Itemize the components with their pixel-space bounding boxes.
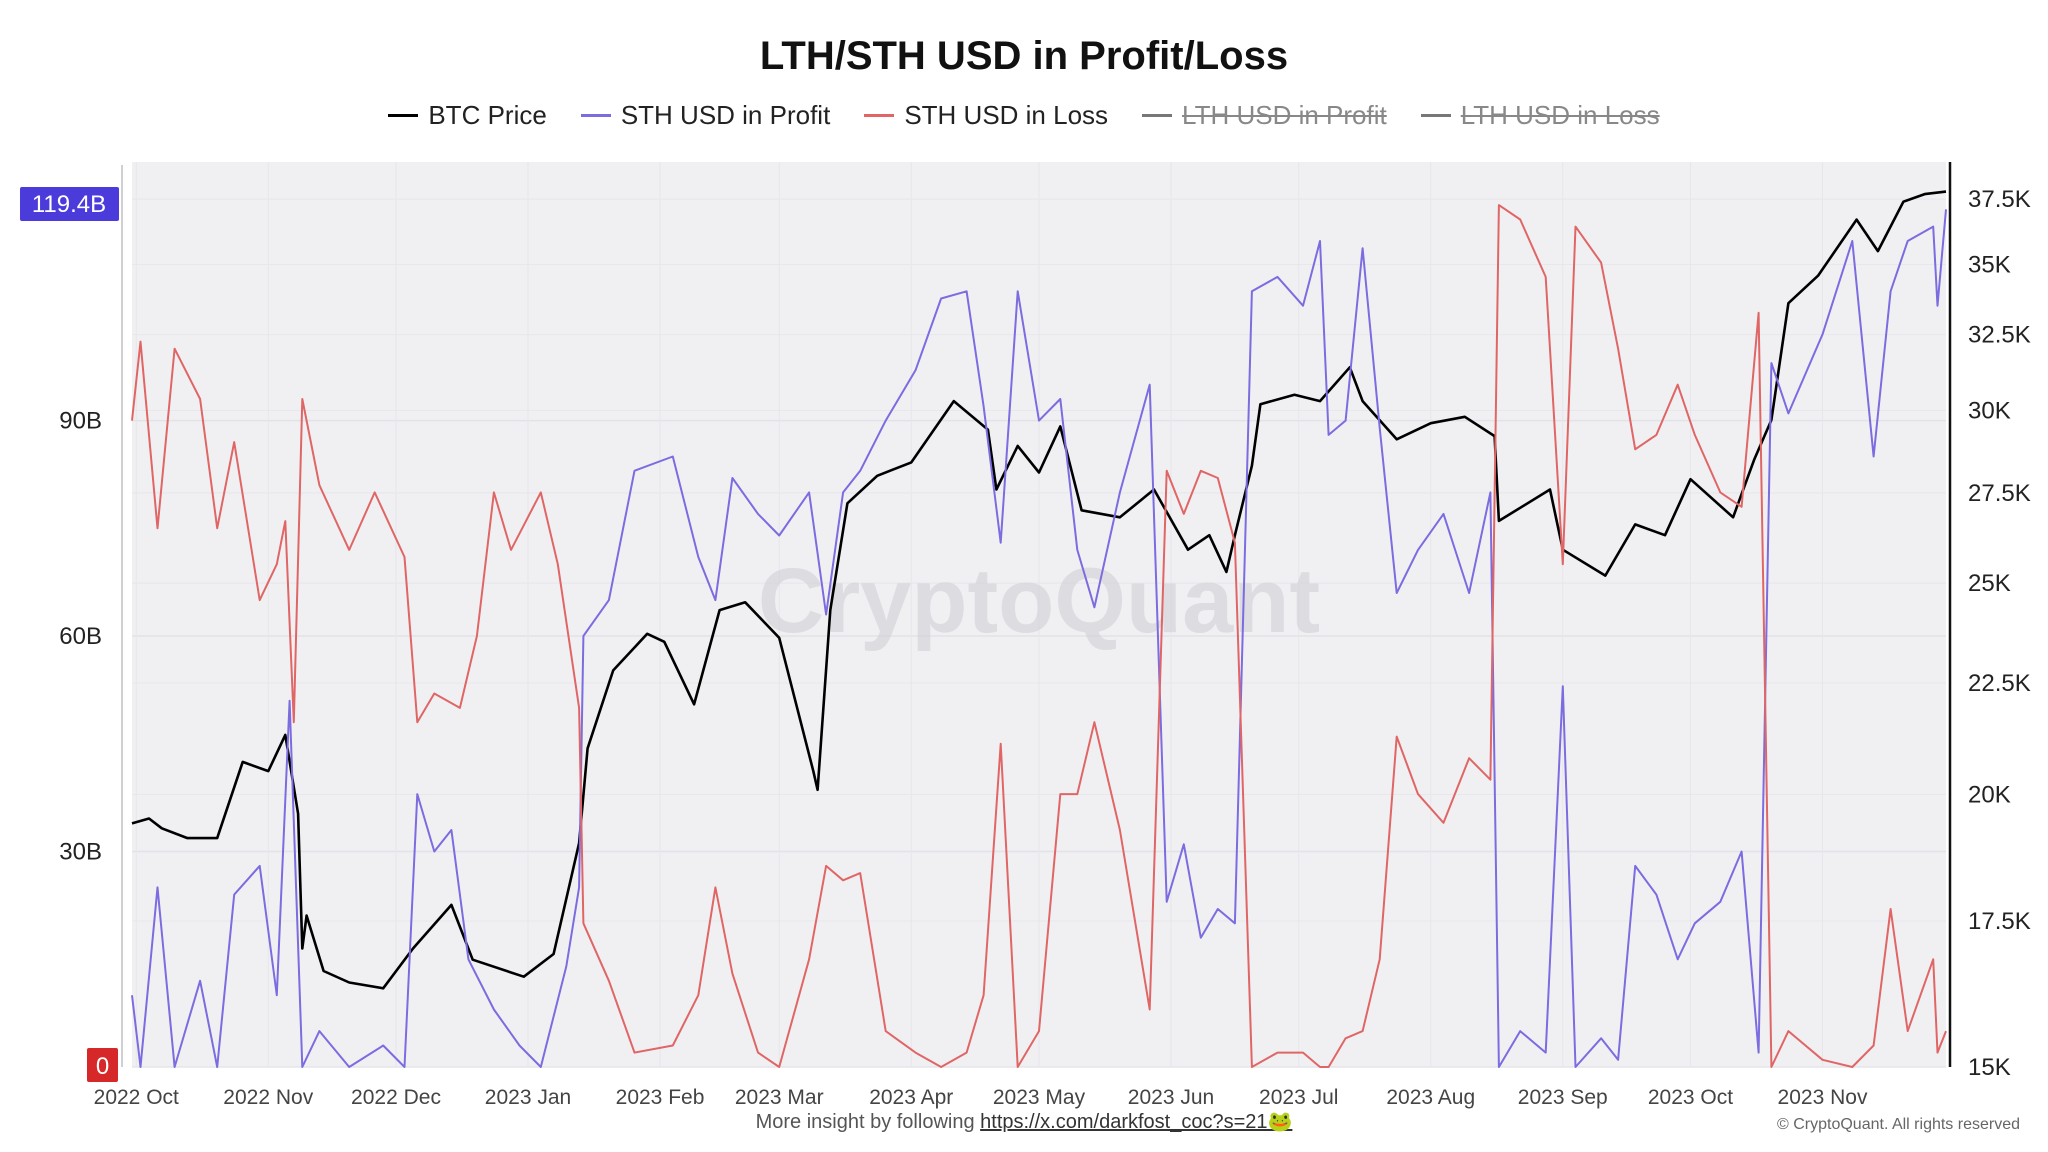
top-value-badge-label: 119.4B — [32, 191, 106, 218]
legend-label: LTH USD in Profit — [1182, 100, 1387, 130]
x-tick-label: 2023 Feb — [616, 1086, 705, 1109]
x-tick-label: 2023 Jan — [485, 1086, 571, 1109]
y-left-tick-label: 90B — [59, 408, 102, 435]
x-tick-label: 2023 May — [993, 1086, 1086, 1109]
y-right-tick-label: 30K — [1968, 397, 2011, 424]
x-tick-label: 2022 Dec — [351, 1086, 441, 1109]
x-tick-label: 2023 Jul — [1259, 1086, 1338, 1109]
legend-swatch — [580, 114, 611, 117]
x-tick-label: 2022 Oct — [94, 1086, 179, 1109]
x-tick-label: 2023 Apr — [869, 1086, 953, 1109]
x-tick-label: 2023 Jun — [1128, 1086, 1214, 1109]
legend-swatch — [1420, 114, 1451, 117]
legend-item[interactable]: LTH USD in Loss — [1420, 100, 1660, 131]
bottom-value-badge-label: 0 — [96, 1053, 109, 1080]
legend-label: LTH USD in Loss — [1460, 100, 1660, 130]
legend-label: STH USD in Profit — [620, 100, 831, 130]
chart-title: LTH/STH USD in Profit/Loss — [759, 34, 1289, 78]
footer-link[interactable]: https://x.com/darkfost_coc?s=21🐸 — [980, 1111, 1293, 1133]
y-right-tick-label: 37.5K — [1968, 186, 2031, 213]
y-right-tick-label: 17.5K — [1968, 908, 2031, 935]
y-right-tick-label: 15K — [1968, 1054, 2011, 1081]
bottom-value-badge — [87, 1048, 118, 1082]
legend-item[interactable]: STH USD in Loss — [864, 100, 1108, 131]
x-tick-label: 2023 Mar — [735, 1086, 824, 1109]
legend-item[interactable]: LTH USD in Profit — [1142, 100, 1387, 131]
y-left-tick-label: 60B — [59, 623, 102, 650]
y-right-tick-label: 20K — [1968, 782, 2011, 809]
legend: BTC Price STH USD in Profit STH USD in Los… — [0, 100, 2048, 131]
x-tick-label: 2023 Sep — [1518, 1086, 1608, 1109]
footer: More insight by following https://x.com/… — [0, 1109, 2048, 1134]
legend-label: STH USD in Loss — [904, 100, 1109, 130]
x-tick-label: 2023 Aug — [1386, 1086, 1475, 1109]
series-line — [131, 204, 1947, 1068]
legend-label: BTC Price — [428, 100, 547, 130]
x-tick-label: 2023 Oct — [1648, 1086, 1733, 1109]
y-right-tick-label: 27.5K — [1968, 480, 2031, 507]
y-right-tick-label: 25K — [1968, 570, 2011, 597]
legend-swatch — [864, 114, 895, 117]
x-tick-label: 2023 Nov — [1778, 1086, 1868, 1109]
legend-item[interactable]: BTC Price — [388, 100, 547, 131]
legend-swatch — [1142, 114, 1173, 117]
copyright: © CryptoQuant. All rights reserved — [1777, 1116, 2020, 1133]
footer-text: More insight by following — [755, 1111, 981, 1133]
x-tick-label: 2022 Nov — [223, 1086, 313, 1109]
legend-swatch — [388, 114, 419, 117]
y-right-tick-label: 22.5K — [1968, 670, 2031, 697]
series-line — [131, 190, 1947, 990]
y-left-tick-label: 30B — [59, 839, 102, 866]
legend-item[interactable]: STH USD in Profit — [580, 100, 831, 131]
top-value-badge — [20, 187, 119, 221]
series-line — [131, 209, 1947, 1068]
y-right-tick-label: 32.5K — [1968, 322, 2031, 349]
y-right-tick-label: 35K — [1968, 251, 2011, 278]
